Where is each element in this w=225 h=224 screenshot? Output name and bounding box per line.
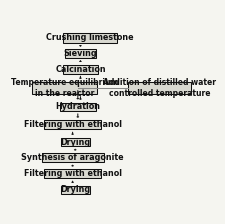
Text: Addition of distilled water
controlled temperature: Addition of distilled water controlled t… [103, 78, 216, 98]
Text: Sieving: Sieving [64, 49, 97, 58]
Text: Filtering with ethanol: Filtering with ethanol [24, 169, 122, 178]
FancyBboxPatch shape [44, 169, 101, 178]
Text: Filtering with ethanol: Filtering with ethanol [24, 120, 122, 129]
Text: Synthesis of aragonite: Synthesis of aragonite [21, 153, 124, 162]
FancyBboxPatch shape [44, 120, 101, 129]
FancyBboxPatch shape [42, 153, 104, 162]
FancyBboxPatch shape [59, 103, 96, 111]
FancyBboxPatch shape [128, 82, 191, 94]
Text: Drying: Drying [60, 138, 90, 147]
FancyBboxPatch shape [61, 186, 90, 194]
FancyBboxPatch shape [32, 82, 97, 94]
FancyBboxPatch shape [61, 138, 90, 146]
FancyBboxPatch shape [65, 49, 96, 58]
FancyBboxPatch shape [63, 65, 98, 73]
Text: Calcination: Calcination [55, 65, 106, 74]
FancyBboxPatch shape [63, 33, 117, 43]
Text: Crushing limestone: Crushing limestone [46, 33, 134, 42]
Text: Hydration: Hydration [55, 102, 100, 111]
Text: Temperature equilibrium
in the reactor: Temperature equilibrium in the reactor [11, 78, 118, 98]
Text: Drying: Drying [60, 185, 90, 194]
